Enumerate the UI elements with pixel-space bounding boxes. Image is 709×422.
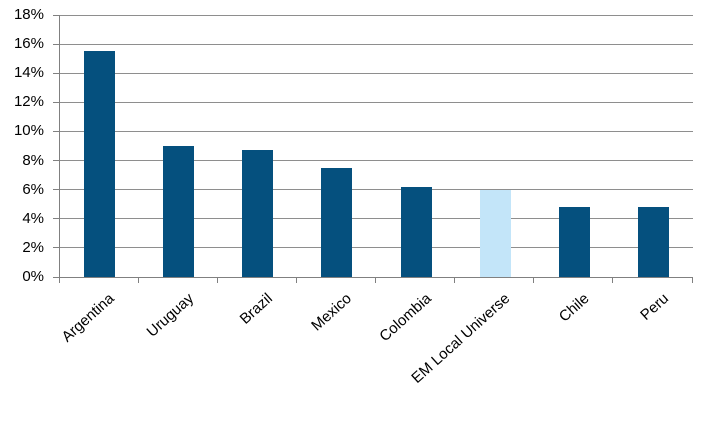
x-axis-category-label: Chile [555, 290, 593, 326]
y-axis-tick [53, 43, 59, 45]
y-axis-tick [53, 247, 59, 249]
bar-brazil [242, 150, 274, 277]
y-axis-tick [53, 276, 59, 278]
gridline [60, 43, 693, 45]
gridline [60, 218, 693, 220]
y-axis-tick-label: 2% [22, 238, 44, 256]
gridline [60, 101, 693, 103]
x-axis-tick [612, 278, 614, 283]
x-axis-tick [533, 278, 535, 283]
y-axis-tick-label: 14% [13, 64, 44, 82]
gridline [60, 160, 693, 162]
y-axis-tick-label: 16% [13, 35, 44, 53]
x-axis-category-label: Brazil [236, 290, 277, 328]
bar-argentina [84, 51, 116, 277]
y-axis-tick [53, 130, 59, 132]
gridline [60, 189, 693, 191]
x-axis-tick [375, 278, 376, 283]
y-axis-tick-label: 6% [22, 180, 44, 198]
gridline [60, 14, 693, 16]
x-axis-category-label: Colombia [375, 290, 435, 346]
bar-em-local-universe [479, 189, 511, 277]
y-axis-tick [53, 14, 59, 16]
x-axis-category-label: Peru [636, 290, 672, 324]
bar-chile [558, 207, 590, 277]
x-axis-tick [691, 278, 693, 283]
bar-uruguay [163, 146, 195, 277]
x-axis-tick [137, 278, 139, 283]
y-axis-tick-label: 4% [22, 209, 44, 227]
x-axis-category-label: Uruguay [143, 290, 198, 341]
plot-area [59, 14, 693, 278]
y-axis-tick-label: 10% [13, 122, 44, 140]
y-axis-tick-label: 12% [13, 93, 44, 111]
x-axis-category-label: Argentina [58, 290, 118, 346]
y-axis-tick-label: 0% [22, 268, 44, 285]
gridline [60, 72, 693, 74]
x-axis-tick [216, 278, 218, 283]
x-axis-tick [454, 278, 456, 283]
y-axis-tick-label: 8% [22, 151, 44, 169]
gridline [60, 130, 693, 132]
x-axis-tick [58, 278, 60, 283]
y-axis-tick [53, 101, 59, 103]
bar-mexico [321, 167, 353, 277]
x-axis-tick [295, 278, 297, 283]
bar-colombia [400, 186, 432, 277]
y-axis-tick [53, 72, 59, 74]
y-axis-tick [53, 189, 59, 191]
x-axis-category-label: Mexico [308, 290, 356, 335]
bar-peru [637, 207, 669, 277]
y-axis-tick [53, 218, 59, 220]
y-axis-tick [53, 160, 59, 162]
y-axis-tick-label: 18% [13, 6, 44, 23]
gridline [60, 247, 693, 249]
